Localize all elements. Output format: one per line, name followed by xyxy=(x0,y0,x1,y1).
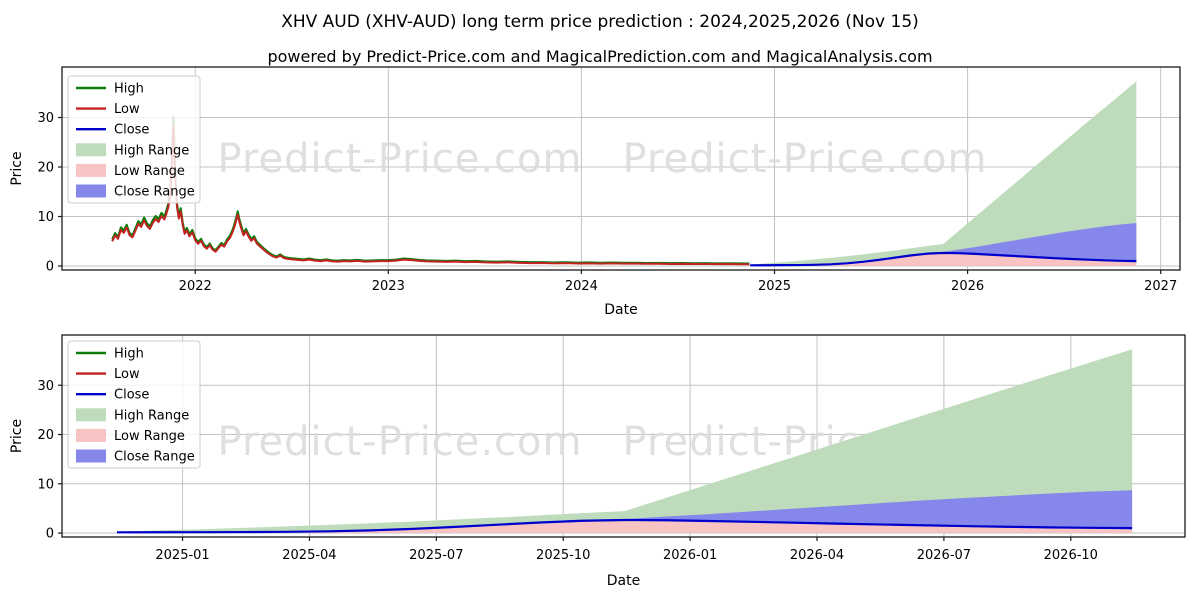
y-tick-label: 20 xyxy=(37,161,54,176)
legend-label: Low xyxy=(114,367,140,382)
y-tick-label: 10 xyxy=(37,477,54,492)
y-tick-label: 0 xyxy=(46,260,54,275)
legend-label: High Range xyxy=(114,408,189,423)
high-range-area xyxy=(750,81,1137,266)
figure-subtitle: powered by Predict-Price.com and Magical… xyxy=(267,47,933,66)
legend-swatch-highFill xyxy=(76,408,106,422)
legend-label: High xyxy=(114,82,144,97)
x-tick-label: 2025-01 xyxy=(155,548,209,563)
watermark-text: Predict-Price.com xyxy=(623,136,988,182)
x-tick-label: 2024 xyxy=(565,279,598,294)
high-range-area xyxy=(116,349,1133,533)
x-tick-label: 2025 xyxy=(758,279,791,294)
x-tick-label: 2026-04 xyxy=(790,548,844,563)
close-line xyxy=(116,518,1133,534)
legend: High Low Close High Range Low Range Close Ran… xyxy=(67,340,201,469)
x-tick-label: 2025-07 xyxy=(409,548,463,563)
x-tick-label: 2026 xyxy=(951,279,984,294)
legend-swatch-closeFill xyxy=(76,449,106,463)
x-tick-label: 2026-01 xyxy=(663,548,717,563)
x-tick-label: 2023 xyxy=(372,279,405,294)
low-range-area xyxy=(116,520,1133,533)
y-tick-label: 10 xyxy=(37,210,54,225)
legend-swatch-highFill xyxy=(76,143,106,157)
y-tick-label: 30 xyxy=(37,379,54,394)
x-tick-label: 2026-10 xyxy=(1044,548,1098,563)
legend-label: Low Range xyxy=(114,429,185,444)
x-axis-label: Date xyxy=(604,302,637,318)
y-tick-label: 0 xyxy=(46,527,54,542)
x-tick-label: 2025-04 xyxy=(282,548,336,563)
legend-swatch-closeFill xyxy=(76,184,106,198)
legend-label: Low Range xyxy=(114,164,185,179)
close-range-area xyxy=(750,222,1137,266)
y-axis-label: Price xyxy=(9,151,25,185)
low-line xyxy=(111,123,750,266)
x-tick-label: 2022 xyxy=(179,279,212,294)
y-axis-label: Price xyxy=(9,419,25,453)
plot-area xyxy=(111,81,1137,267)
watermark-text: Predict-Price.com xyxy=(218,419,583,465)
y-tick-label: 20 xyxy=(37,428,54,443)
top-chart: Predict-Price.com Predict-Price.com 2022 20… xyxy=(9,66,1181,318)
legend: High Low Close High Range Low Range Close Ran… xyxy=(67,75,201,204)
legend-swatch-lowFill xyxy=(76,428,106,442)
legend-swatch-lowFill xyxy=(76,163,106,177)
legend-label: Low xyxy=(114,102,140,117)
x-tick-label: 2025-10 xyxy=(536,548,590,563)
plot-area xyxy=(116,349,1133,534)
x-axis-label: Date xyxy=(607,573,640,589)
axis-ticks xyxy=(58,384,1072,541)
page-title: XHV AUD (XHV-AUD) long term price predic… xyxy=(281,12,919,32)
axes-frame xyxy=(61,334,1186,538)
axes-frame xyxy=(61,66,1181,271)
x-tick-label: 2027 xyxy=(1144,279,1177,294)
legend-label: High Range xyxy=(114,143,189,158)
axis-ticks xyxy=(58,116,1162,274)
watermark-text: Predict-Price.com xyxy=(218,136,583,182)
legend-label: High xyxy=(114,347,144,362)
legend-label: Close xyxy=(114,123,149,138)
legend-label: Close Range xyxy=(114,185,195,200)
y-tick-label: 30 xyxy=(37,111,54,126)
legend-label: Close Range xyxy=(114,450,195,465)
low-range-area xyxy=(750,253,1137,266)
close-line xyxy=(750,251,1137,267)
bottom-chart: Predict-Price.com Predict-Price.com2025-0… xyxy=(9,334,1186,589)
close-range-area xyxy=(116,490,1133,533)
legend-label: Close xyxy=(114,388,149,403)
x-tick-label: 2026-07 xyxy=(917,548,971,563)
